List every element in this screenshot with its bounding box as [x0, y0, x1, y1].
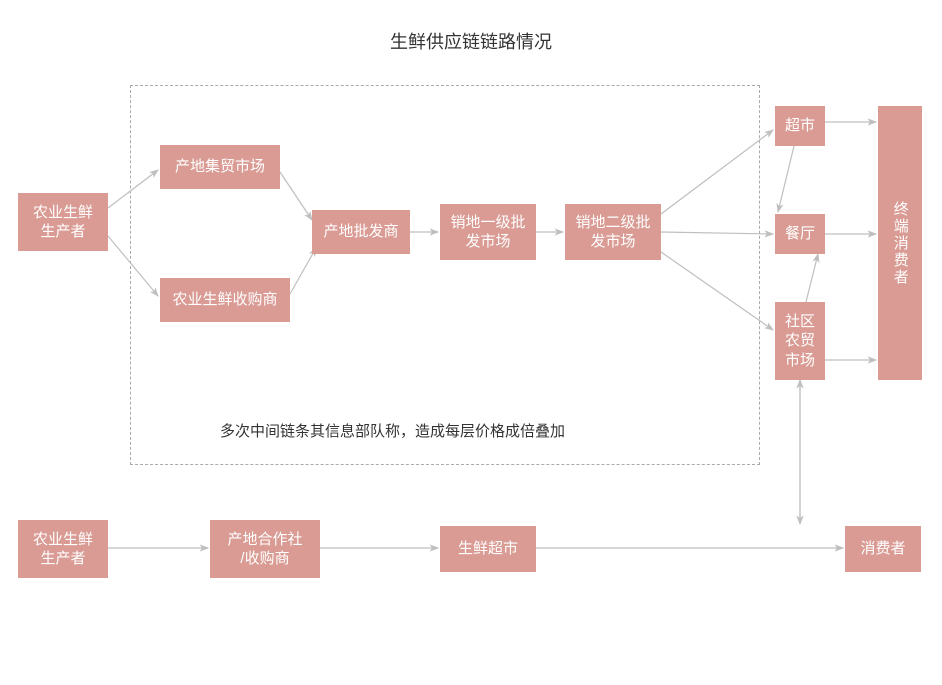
- node-producer-1-label: 农业生鲜生产者: [33, 203, 93, 242]
- node-supermarket: 超市: [775, 106, 825, 146]
- diagram-title: 生鲜供应链链路情况: [0, 28, 942, 54]
- node-dest-wholesale-l1: 销地一级批发市场: [440, 204, 536, 260]
- dashed-container: [130, 85, 760, 465]
- node-origin-market-label: 产地集贸市场: [175, 157, 265, 177]
- diagram-caption: 多次中间链条其信息部队称，造成每层价格成倍叠加: [220, 420, 565, 441]
- node-origin-buyer-label: 农业生鲜收购商: [172, 290, 277, 310]
- node-dest-wholesale-l1-label: 销地一级批发市场: [450, 213, 525, 252]
- node-consumer-2: 消费者: [845, 526, 921, 572]
- node-end-consumer: 终端消费者: [878, 106, 922, 380]
- node-coop-buyer: 产地合作社/收购商: [210, 520, 320, 578]
- node-origin-market: 产地集贸市场: [160, 145, 280, 189]
- node-producer-1: 农业生鲜生产者: [18, 193, 108, 251]
- node-origin-wholesaler: 产地批发商: [312, 210, 410, 254]
- node-origin-wholesaler-label: 产地批发商: [323, 222, 398, 242]
- node-producer-2-label: 农业生鲜生产者: [33, 530, 93, 569]
- node-community-market-label: 社区农贸市场: [785, 312, 815, 371]
- node-supermarket-label: 超市: [785, 116, 815, 136]
- edge-10: [806, 254, 818, 302]
- node-producer-2: 农业生鲜生产者: [18, 520, 108, 578]
- node-community-market: 社区农贸市场: [775, 302, 825, 380]
- node-consumer-2-label: 消费者: [860, 539, 905, 559]
- node-end-consumer-label: 终端消费者: [890, 201, 910, 286]
- node-origin-buyer: 农业生鲜收购商: [160, 278, 290, 322]
- node-restaurant-label: 餐厅: [785, 224, 815, 244]
- node-dest-wholesale-l2: 销地二级批发市场: [565, 204, 661, 260]
- edge-9: [778, 146, 794, 212]
- node-fresh-supermarket: 生鲜超市: [440, 526, 536, 572]
- node-restaurant: 餐厅: [775, 214, 825, 254]
- node-coop-buyer-label: 产地合作社/收购商: [227, 530, 302, 569]
- node-fresh-supermarket-label: 生鲜超市: [458, 539, 518, 559]
- node-dest-wholesale-l2-label: 销地二级批发市场: [575, 213, 650, 252]
